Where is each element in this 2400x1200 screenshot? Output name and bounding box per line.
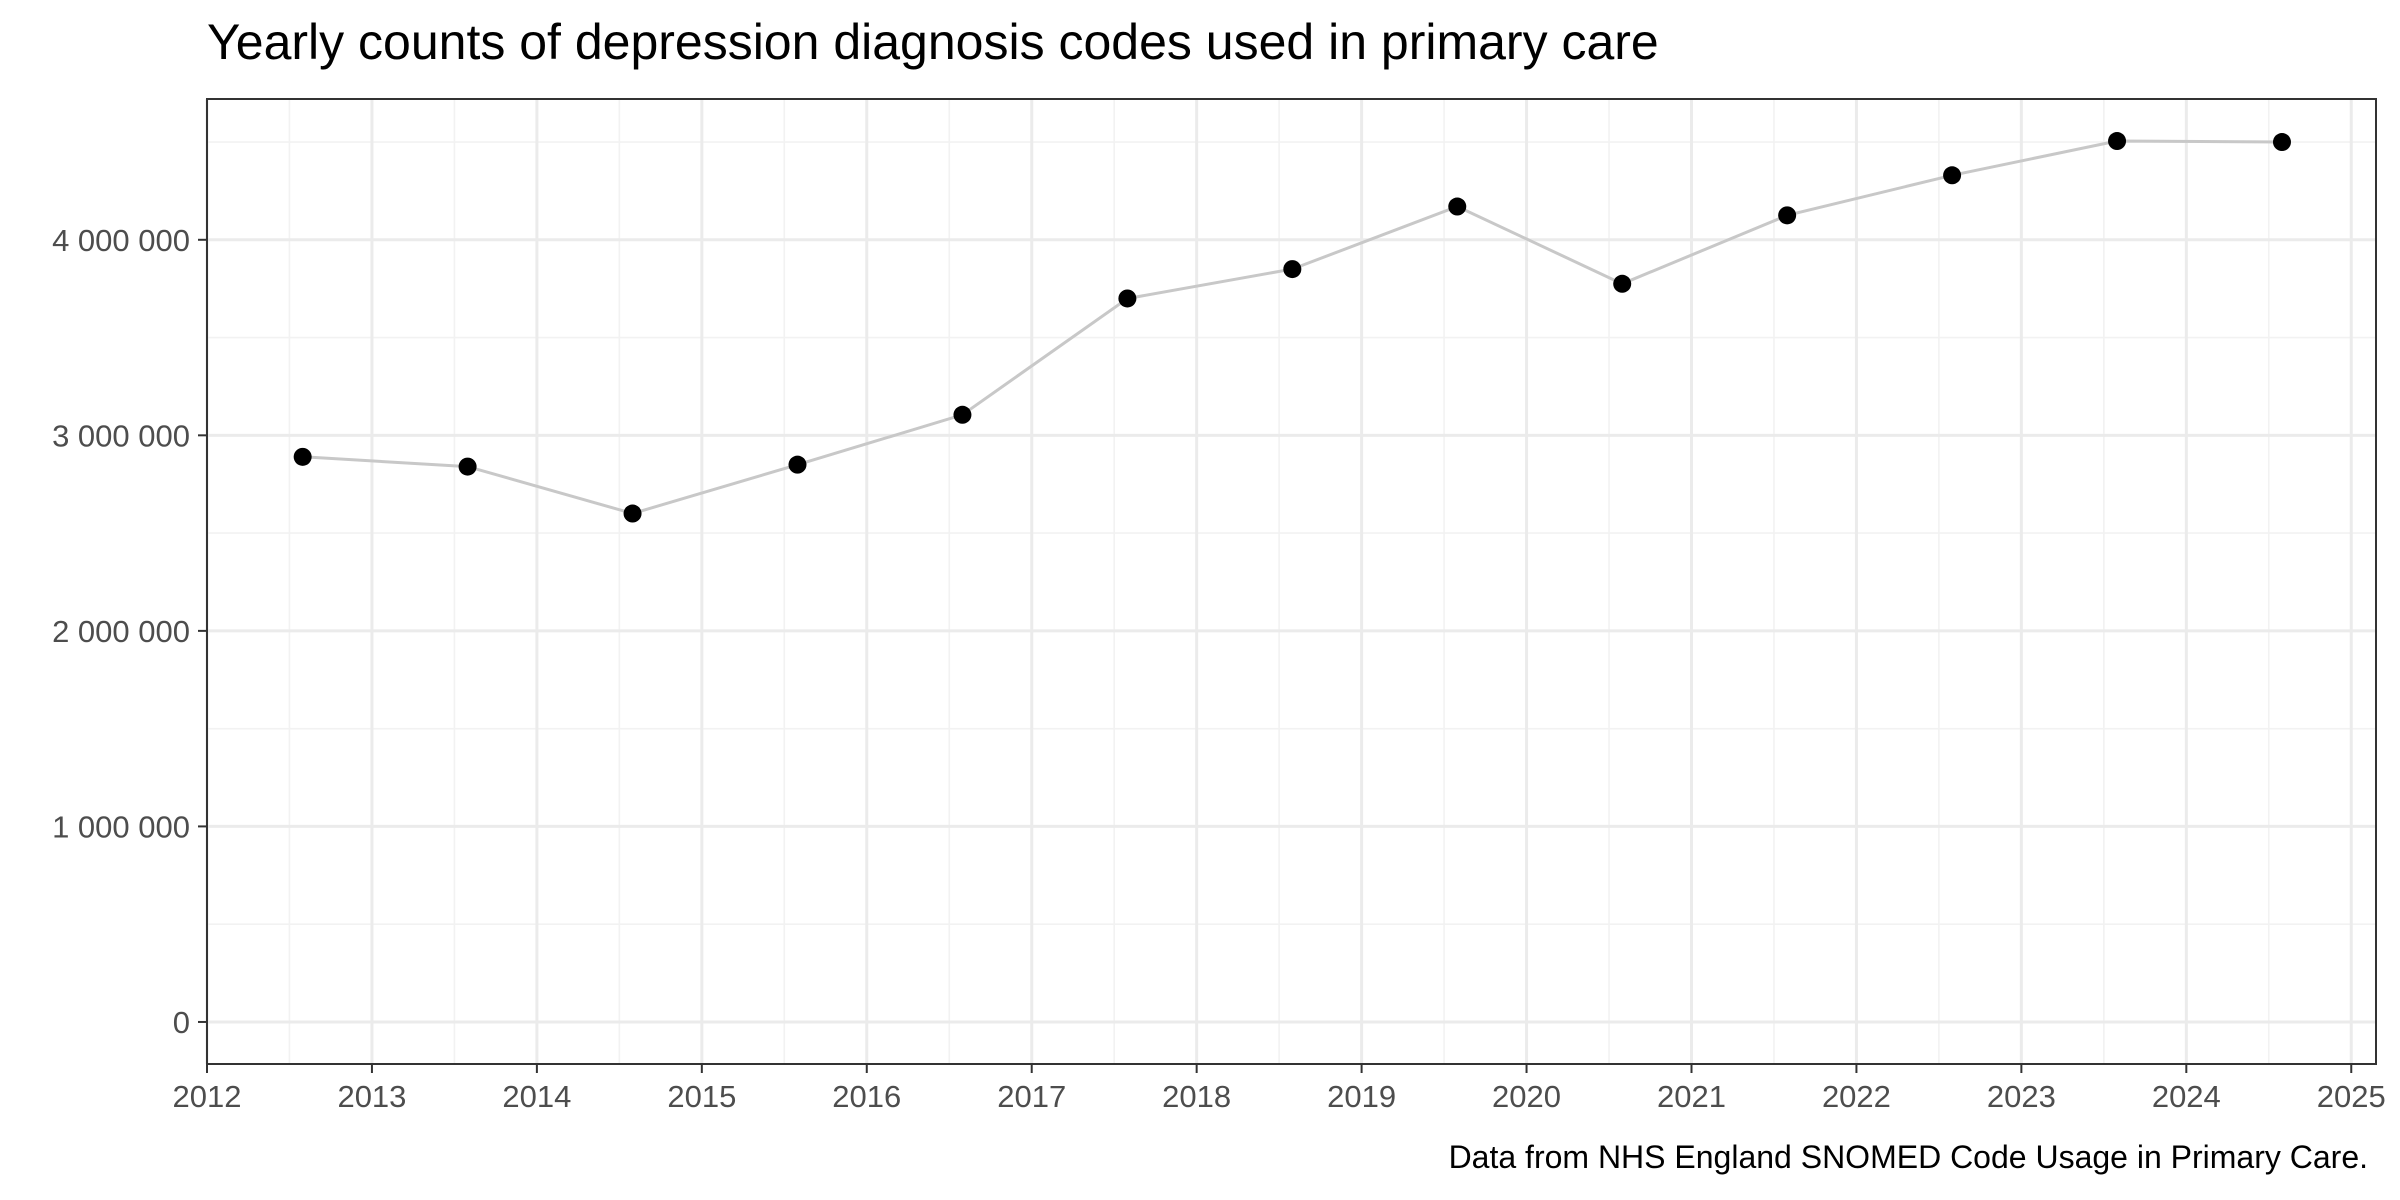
x-tick-label: 2015 bbox=[667, 1079, 736, 1114]
data-point bbox=[1943, 166, 1962, 185]
x-tick-label: 2025 bbox=[2317, 1079, 2386, 1114]
data-point bbox=[1283, 260, 1302, 279]
data-point bbox=[2108, 132, 2127, 151]
data-points bbox=[293, 132, 2291, 523]
x-axis: 2012 2013 2014 2015 2016 2017 2018 2019 2020 2021… bbox=[173, 1064, 2386, 1114]
data-point bbox=[1778, 206, 1797, 225]
x-tick-label: 2021 bbox=[1657, 1079, 1726, 1114]
panel-border bbox=[206, 98, 2377, 1065]
data-point bbox=[953, 405, 972, 424]
y-axis: 0 1 000 000 2 000 000 3 000 000 4 000 000 bbox=[52, 223, 207, 1040]
data-point bbox=[1613, 274, 1632, 293]
series-line bbox=[302, 139, 2283, 516]
x-tick-label: 2019 bbox=[1327, 1079, 1396, 1114]
data-point bbox=[1448, 197, 1467, 216]
x-tick-label: 2013 bbox=[337, 1079, 406, 1114]
chart-title: Yearly counts of depression diagnosis co… bbox=[207, 14, 1659, 70]
data-point bbox=[788, 455, 807, 474]
x-tick-label: 2024 bbox=[2152, 1079, 2221, 1114]
data-point bbox=[458, 457, 477, 476]
data-point bbox=[1118, 289, 1137, 308]
x-tick-label: 2022 bbox=[1822, 1079, 1891, 1114]
minor-grid bbox=[207, 99, 2376, 1064]
data-point bbox=[293, 447, 312, 466]
major-grid bbox=[205, 99, 2376, 1064]
x-tick-label: 2016 bbox=[832, 1079, 901, 1114]
data-point bbox=[623, 504, 642, 523]
y-tick-label: 1 000 000 bbox=[52, 809, 190, 844]
y-tick-label: 3 000 000 bbox=[52, 418, 190, 453]
x-tick-label: 2012 bbox=[173, 1079, 242, 1114]
y-tick-label: 4 000 000 bbox=[52, 223, 190, 258]
x-tick-label: 2018 bbox=[1162, 1079, 1231, 1114]
y-tick-label: 2 000 000 bbox=[52, 614, 190, 649]
chart-caption: Data from NHS England SNOMED Code Usage … bbox=[1449, 1139, 2368, 1175]
data-point bbox=[2272, 133, 2291, 152]
x-tick-label: 2014 bbox=[502, 1079, 571, 1114]
x-tick-label: 2023 bbox=[1987, 1079, 2056, 1114]
x-tick-label: 2020 bbox=[1492, 1079, 1561, 1114]
y-tick-label: 0 bbox=[173, 1005, 190, 1040]
x-tick-label: 2017 bbox=[997, 1079, 1066, 1114]
